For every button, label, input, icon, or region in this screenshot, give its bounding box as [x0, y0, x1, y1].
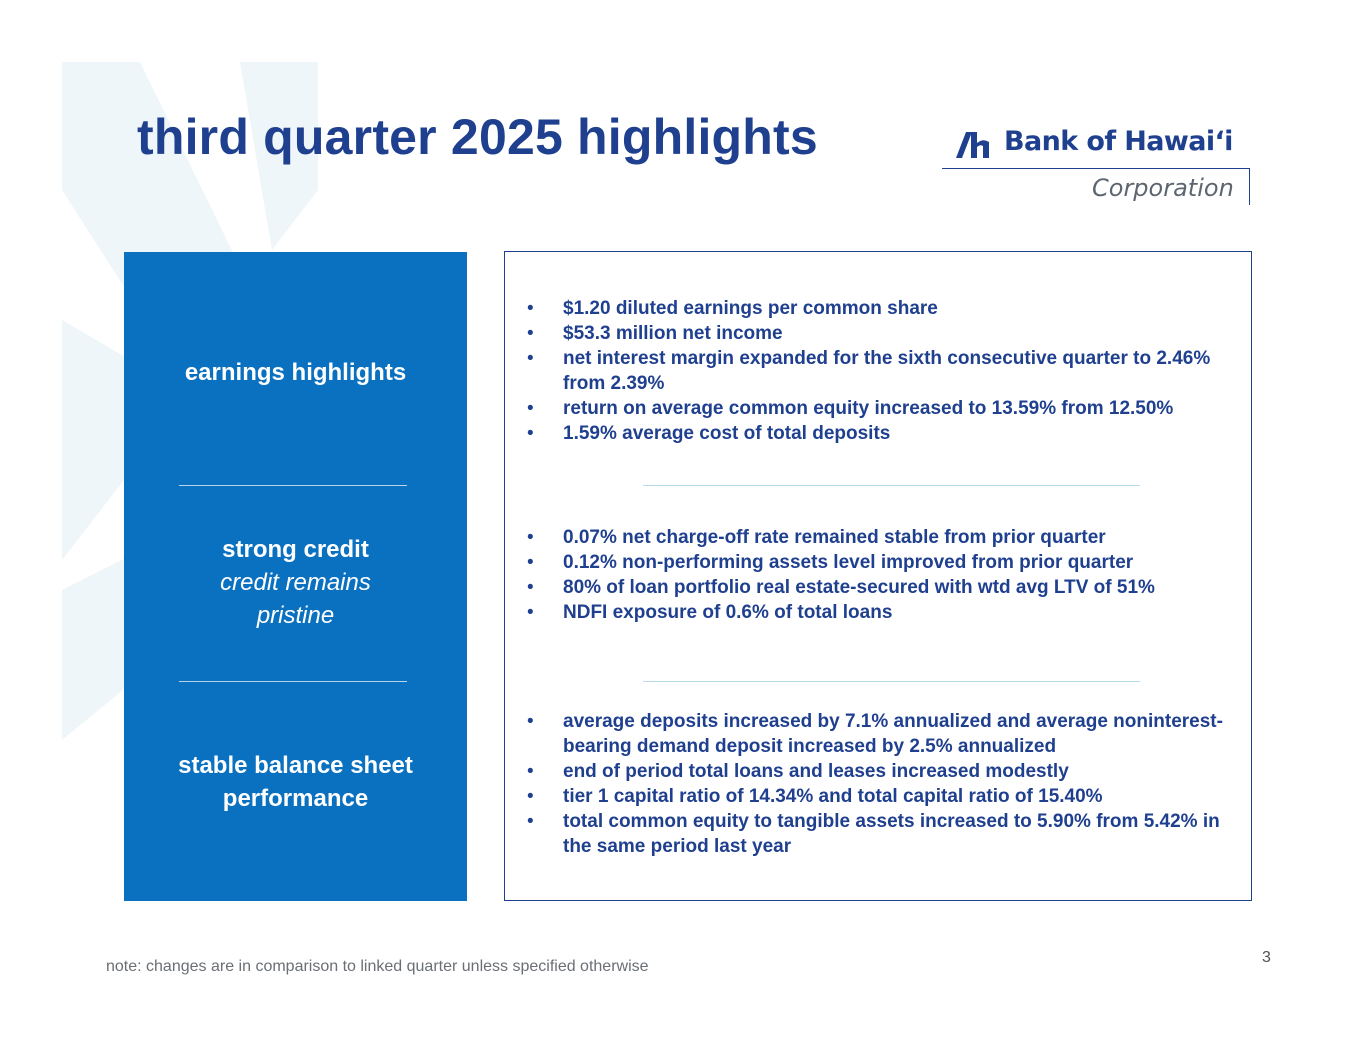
- footnote: note: changes are in comparison to linke…: [106, 958, 649, 975]
- credit-heading-group: strong credit credit remains pristine: [124, 533, 467, 632]
- list-item: return on average common equity increase…: [505, 396, 1245, 421]
- credit-heading: strong credit: [222, 536, 369, 563]
- list-item: 0.12% non-performing assets level improv…: [505, 550, 1245, 575]
- balance-sheet-heading: stable balance sheet performance: [178, 752, 413, 812]
- section-headings-panel: earnings highlights strong credit credit…: [124, 252, 467, 901]
- panel-divider: [643, 681, 1140, 682]
- earnings-heading: earnings highlights: [184, 359, 407, 386]
- logo-divider: [942, 168, 1250, 169]
- bank-logo-icon: [956, 132, 989, 158]
- list-item: total common equity to tangible assets i…: [505, 809, 1245, 859]
- panel-divider: [643, 485, 1140, 486]
- list-item: 0.07% net charge-off rate remained stabl…: [505, 525, 1245, 550]
- list-item: $53.3 million net income: [505, 321, 1245, 346]
- logo-subtitle: Corporation: [1092, 174, 1234, 202]
- logo-bank-name: Bank of Hawaiʻi: [1004, 126, 1233, 157]
- credit-bullets: 0.07% net charge-off rate remained stabl…: [505, 525, 1245, 625]
- panel-divider: [179, 681, 407, 682]
- list-item: net interest margin expanded for the six…: [505, 346, 1245, 396]
- balance-sheet-bullets: average deposits increased by 7.1% annua…: [505, 709, 1245, 859]
- list-item: NDFI exposure of 0.6% of total loans: [505, 600, 1245, 625]
- list-item: 1.59% average cost of total deposits: [505, 421, 1245, 446]
- panel-divider: [179, 485, 407, 486]
- list-item: end of period total loans and leases inc…: [505, 759, 1245, 784]
- list-item: $1.20 diluted earnings per common share: [505, 296, 1245, 321]
- logo-divider-vertical: [1249, 168, 1250, 205]
- list-item: average deposits increased by 7.1% annua…: [505, 709, 1245, 759]
- credit-subheading: credit remains pristine: [220, 569, 371, 629]
- list-item: tier 1 capital ratio of 14.34% and total…: [505, 784, 1245, 809]
- company-logo: Bank of Hawaiʻi Corporation: [942, 118, 1252, 213]
- highlights-panel: $1.20 diluted earnings per common share …: [504, 251, 1252, 901]
- page-number: 3: [1262, 949, 1271, 966]
- list-item: 80% of loan portfolio real estate-secure…: [505, 575, 1245, 600]
- slide-title: third quarter 2025 highlights: [137, 109, 818, 165]
- earnings-bullets: $1.20 diluted earnings per common share …: [505, 296, 1245, 446]
